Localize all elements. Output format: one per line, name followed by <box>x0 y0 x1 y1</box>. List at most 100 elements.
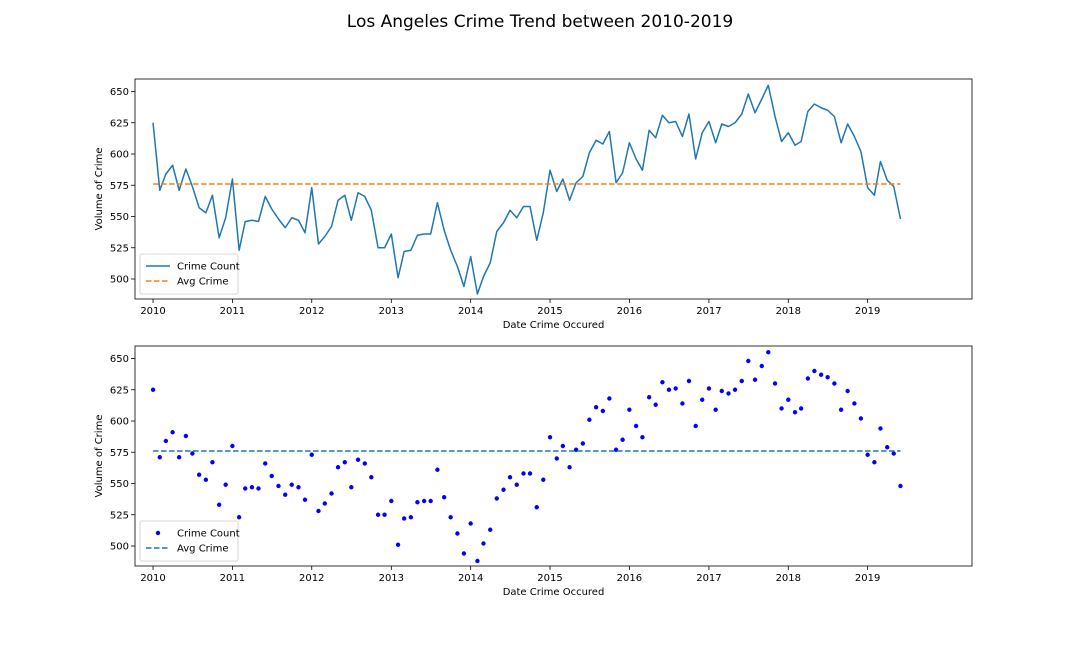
x-tick-label: 2018 <box>776 306 801 317</box>
crime-count-point <box>693 423 698 429</box>
chart-1-plot-frame <box>134 345 973 567</box>
chart-1-x-axis-label: Date Crime Occured <box>503 587 605 598</box>
crime-count-point <box>845 388 850 394</box>
crime-count-point <box>752 377 758 382</box>
crime-count-point <box>223 482 228 487</box>
crime-count-point <box>878 426 883 431</box>
crime-count-point <box>713 407 718 412</box>
crime-count-point <box>157 455 162 460</box>
crime-count-point <box>660 380 665 385</box>
crime-count-point <box>283 492 288 497</box>
chart-1-legend: Crime Count Avg Crime <box>139 520 240 562</box>
crime-count-point <box>435 467 440 472</box>
crime-count-point <box>316 508 321 514</box>
legend-box <box>139 520 239 562</box>
crime-count-point <box>408 515 414 520</box>
x-tick-label: 2017 <box>696 573 721 584</box>
x-tick-label: 2013 <box>379 306 404 317</box>
crime-count-point <box>163 438 169 444</box>
crime-count-scatter-chart: Date Crime Occured Volume of Crime 2010 2… <box>94 345 973 598</box>
chart-0-plot-frame <box>134 78 973 300</box>
crime-count-point <box>858 416 864 421</box>
x-tick-label: 2014 <box>458 573 483 584</box>
crime-count-point <box>501 487 506 492</box>
crime-count-point <box>627 407 632 412</box>
x-tick-label: 2017 <box>696 306 721 317</box>
y-tick-label: 650 <box>110 354 129 365</box>
x-tick-label: 2011 <box>220 306 245 317</box>
legend-box <box>139 253 239 295</box>
crime-count-point <box>766 350 771 355</box>
crime-count-point <box>567 465 572 470</box>
crime-count-point <box>375 512 381 517</box>
crime-count-point <box>428 498 433 504</box>
crime-count-point <box>633 423 639 429</box>
crime-count-line-chart: Date Crime Occured Volume of Crime 2010 2… <box>94 78 973 331</box>
crime-count-point <box>832 381 837 386</box>
crime-count-point <box>700 397 705 402</box>
y-tick-label: 500 <box>110 275 129 286</box>
y-tick-label: 550 <box>110 479 129 490</box>
crime-count-point <box>389 498 394 504</box>
y-tick-label: 575 <box>110 448 129 459</box>
crime-count-point <box>355 457 361 462</box>
crime-count-point <box>395 542 401 547</box>
crime-count-point <box>507 475 513 480</box>
y-tick-label: 525 <box>110 510 129 521</box>
crime-count-point <box>369 475 374 480</box>
crime-count-point <box>726 391 731 396</box>
crime-count-point <box>249 485 255 490</box>
y-tick-label: 600 <box>110 150 129 161</box>
x-tick-label: 2019 <box>855 573 880 584</box>
crime-count-point <box>732 387 738 392</box>
crime-count-point <box>706 386 712 391</box>
crime-count-point <box>190 451 195 456</box>
crime-count-point <box>289 482 294 487</box>
crime-count-point <box>203 477 209 482</box>
crime-count-point <box>230 443 235 449</box>
x-tick-label: 2010 <box>140 306 165 317</box>
crime-count-point <box>521 471 526 476</box>
crime-count-point <box>593 405 599 410</box>
crime-count-point <box>276 483 281 489</box>
y-tick-label: 525 <box>110 243 129 254</box>
crime-count-point <box>150 387 156 392</box>
crime-count-point <box>415 500 420 505</box>
x-tick-label: 2011 <box>220 573 245 584</box>
crime-count-point <box>885 445 890 450</box>
crime-count-point <box>541 477 546 482</box>
crime-count-point <box>527 471 533 476</box>
y-tick-label: 625 <box>110 118 129 129</box>
crime-count-point <box>302 497 308 502</box>
crime-count-point <box>673 386 678 391</box>
x-tick-label: 2012 <box>299 573 324 584</box>
legend-marker-crime-count <box>155 530 161 536</box>
crime-count-point <box>475 558 480 564</box>
crime-count-point <box>898 483 903 489</box>
crime-count-point <box>792 410 798 415</box>
crime-count-point <box>587 417 592 422</box>
crime-count-point <box>805 376 811 381</box>
crime-count-point <box>243 486 248 491</box>
crime-count-point <box>362 461 367 466</box>
crime-count-point <box>865 452 870 457</box>
crime-count-point <box>607 396 612 401</box>
crime-count-point <box>296 485 301 490</box>
crime-count-point <box>455 531 460 536</box>
crime-count-point <box>481 541 486 546</box>
crime-count-point <box>494 496 499 501</box>
crime-count-point <box>514 482 519 487</box>
crime-count-point <box>196 472 202 477</box>
crime-count-point <box>852 401 857 406</box>
crime-count-point <box>401 516 407 521</box>
crime-count-point <box>554 456 559 461</box>
chart-0-x-axis-label: Date Crime Occured <box>503 320 605 331</box>
crime-count-point <box>600 408 606 414</box>
x-tick-label: 2014 <box>458 306 483 317</box>
crime-count-point <box>580 441 586 446</box>
crime-count-point <box>560 443 566 449</box>
crime-count-point <box>547 435 553 440</box>
crime-count-line <box>152 84 902 295</box>
x-tick-label: 2016 <box>617 306 642 317</box>
y-tick-label: 625 <box>110 385 129 396</box>
